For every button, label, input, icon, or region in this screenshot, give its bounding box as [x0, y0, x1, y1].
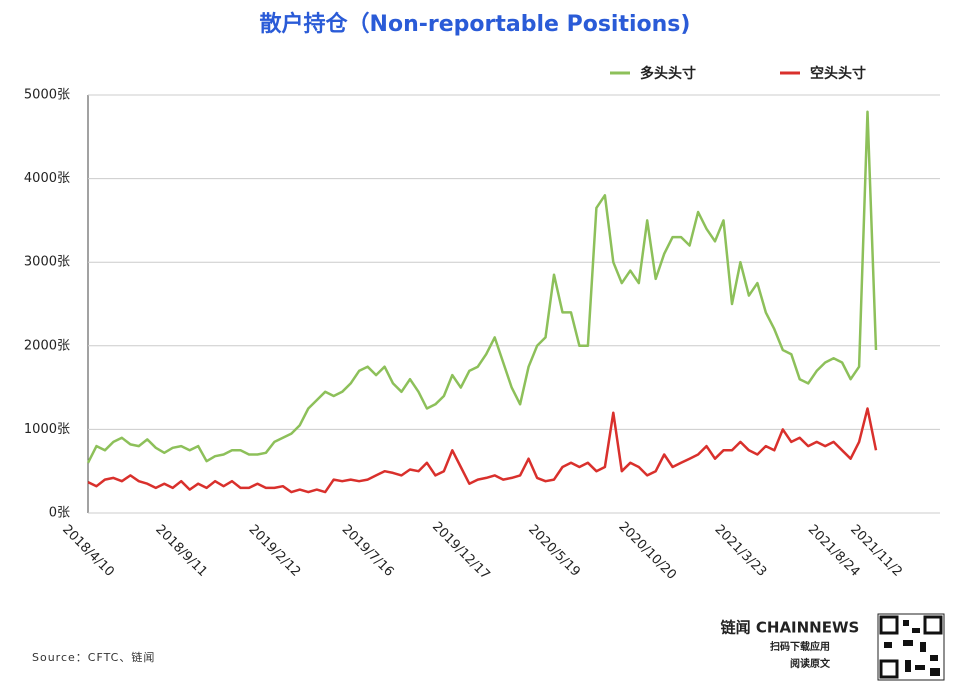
qr-code — [877, 613, 945, 681]
y-tick-label: 2000张 — [24, 338, 70, 353]
x-tick-label: 2019/7/16 — [339, 522, 397, 580]
x-tick-label: 2019/12/17 — [429, 519, 493, 583]
x-tick-label: 2018/4/10 — [59, 522, 117, 580]
series-line — [86, 110, 878, 464]
x-tick-label: 2020/5/19 — [525, 522, 583, 580]
y-tick-label: 0张 — [49, 506, 70, 521]
y-tick-label: 3000张 — [24, 255, 70, 270]
legend-label: 多头头寸 — [640, 65, 696, 82]
source-note: Source：CFTC、链闻 — [32, 650, 155, 664]
y-tick-label: 5000张 — [24, 88, 70, 103]
scan-text: 扫码下载应用 — [770, 640, 830, 653]
x-tick-label: 2018/9/11 — [152, 522, 210, 580]
brand: 链闻 CHAINNEWS — [721, 619, 860, 637]
chart-title: 散户持仓（Non-reportable Positions) — [260, 11, 691, 37]
x-tick-label: 2021/3/23 — [712, 522, 770, 580]
y-tick-label: 1000张 — [24, 422, 70, 437]
x-tick-label: 2019/2/12 — [246, 522, 304, 580]
y-tick-label: 4000张 — [24, 171, 70, 186]
series-line — [87, 407, 878, 494]
legend-label: 空头头寸 — [810, 65, 866, 82]
x-tick-label: 2020/10/20 — [615, 519, 679, 583]
read-text: 阅读原文 — [790, 657, 831, 670]
